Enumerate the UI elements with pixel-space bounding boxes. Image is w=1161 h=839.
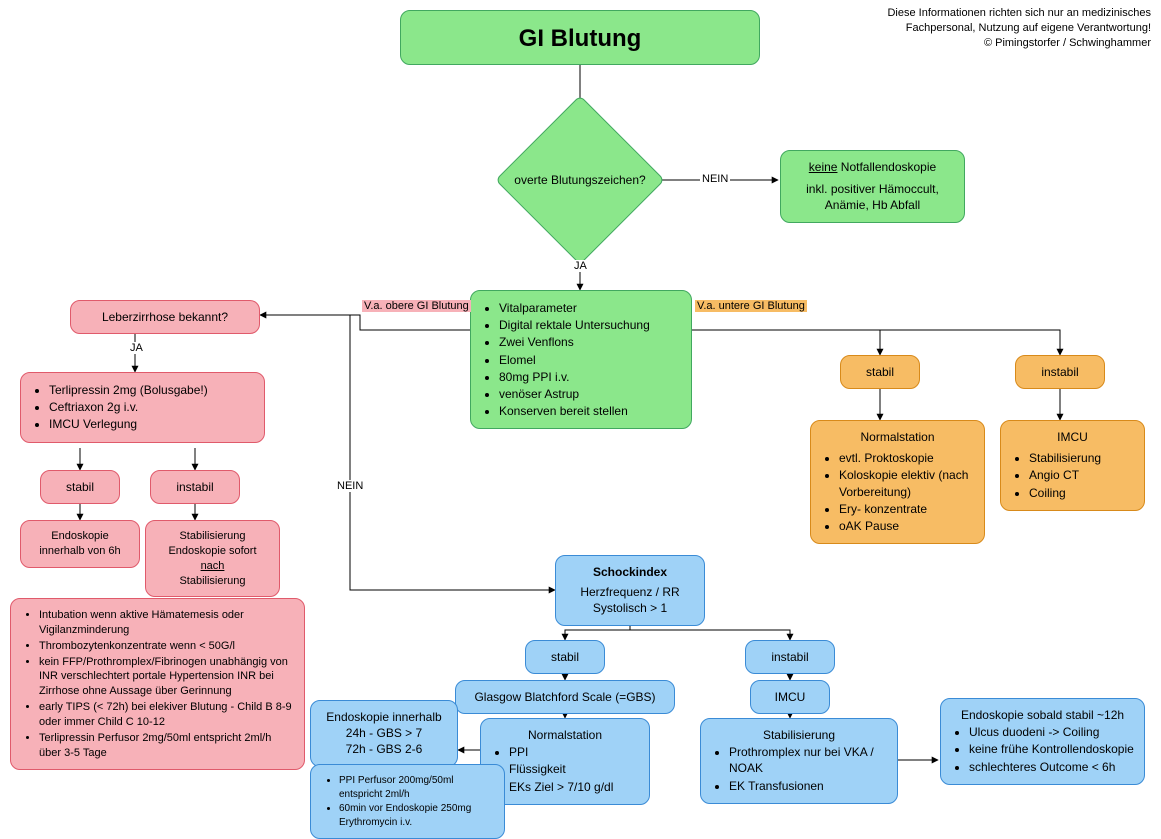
list-item: evtl. Proktoskopie: [839, 450, 974, 466]
node-endo-12h: Endoskopie sobald stabil ~12h Ulcus duod…: [940, 698, 1145, 785]
list-item: Ceftriaxon 2g i.v.: [49, 399, 254, 415]
list-item: EK Transfusionen: [729, 778, 887, 794]
text-line: Herzfrequenz / RR: [566, 584, 694, 600]
list-item: early TIPS (< 72h) bei elekiver Blutung …: [39, 700, 294, 730]
list-item: IMCU Verlegung: [49, 416, 254, 432]
list-item: Konserven bereit stellen: [499, 403, 681, 419]
list-item: EKs Ziel > 7/10 g/dl: [509, 779, 639, 795]
edge-label-liver-ja: JA: [128, 342, 145, 354]
list-item: Ulcus duodeni -> Coiling: [969, 724, 1134, 740]
text-line: 24h - GBS > 7: [321, 725, 447, 741]
node-lower-imcu: IMCU Stabilisierung Angio CT Coiling: [1000, 420, 1145, 511]
disclaimer-line: Diese Informationen richten sich nur an …: [887, 6, 1151, 21]
decision-label: overte Blutungszeichen?: [510, 173, 650, 187]
node-imcu: IMCU: [750, 680, 830, 714]
node-shock-index: Schockindex Herzfrequenz / RR Systolisch…: [555, 555, 705, 626]
node-heading: Normalstation: [491, 727, 639, 743]
edge-label-nein: NEIN: [700, 173, 730, 185]
node-heading: Endoskopie sobald stabil ~12h: [951, 707, 1134, 723]
list-item: Terlipressin 2mg (Bolusgabe!): [49, 382, 254, 398]
node-decision: overte Blutungszeichen?: [495, 95, 665, 265]
list-item: 80mg PPI i.v.: [499, 369, 681, 385]
list-item: Ery- konzentrate: [839, 501, 974, 517]
node-heading: IMCU: [1011, 429, 1134, 445]
list-item: Thrombozytenkonzentrate wenn < 50G/l: [39, 639, 294, 654]
text-line: Endoskopie innerhalb: [321, 709, 447, 725]
list-item: Elomel: [499, 352, 681, 368]
no-endo-rest: Notfallendoskopie: [837, 160, 936, 174]
list-item: schlechteres Outcome < 6h: [969, 759, 1134, 775]
list-item: kein FFP/Prothromplex/Fibrinogen unabhän…: [39, 655, 294, 700]
edge-label-upper: V.a. obere GI Blutung: [362, 300, 471, 312]
text-line: Stabilisierung: [156, 529, 269, 544]
list-item: 60min vor Endoskopie 250mg Erythromycin …: [339, 802, 494, 829]
node-title: GI Blutung: [400, 10, 760, 65]
list-item: Flüssigkeit: [509, 761, 639, 777]
text-line: Stabilisierung: [156, 574, 269, 589]
list-item: Intubation wenn aktive Hämatemesis oder …: [39, 608, 294, 638]
node-lower-unstable: instabil: [1015, 355, 1105, 389]
edge-label-lower: V.a. untere GI Blutung: [695, 300, 807, 312]
list-item: Digital rektale Untersuchung: [499, 317, 681, 333]
text-line: Systolisch > 1: [566, 600, 694, 616]
node-heading: Stabilisierung: [711, 727, 887, 743]
list-item: oAK Pause: [839, 518, 974, 534]
node-liver-stable: stabil: [40, 470, 120, 504]
node-lower-normal: Normalstation evtl. Proktoskopie Kolosko…: [810, 420, 985, 544]
node-blue-info: PPI Perfusor 200mg/50ml entspricht 2ml/h…: [310, 764, 505, 839]
node-heading: Normalstation: [821, 429, 974, 445]
node-gbs-timing: Endoskopie innerhalb 24h - GBS > 7 72h -…: [310, 700, 458, 767]
edge-label-ja: JA: [572, 260, 589, 272]
node-liver-info: Intubation wenn aktive Hämatemesis oder …: [10, 598, 305, 770]
node-shock-stable: stabil: [525, 640, 605, 674]
node-stabilize: Stabilisierung Prothromplex nur bei VKA …: [700, 718, 898, 804]
list-item: PPI Perfusor 200mg/50ml entspricht 2ml/h: [339, 774, 494, 801]
node-liver-unstable-outcome: Stabilisierung Endoskopie sofort nach St…: [145, 520, 280, 597]
list-item: PPI: [509, 744, 639, 760]
no-endo-sub: inkl. positiver Hämoccult, Anämie, Hb Ab…: [791, 181, 954, 213]
list-item: Terlipressin Perfusor 2mg/50ml entsprich…: [39, 731, 294, 761]
list-item: keine frühe Kontrollendoskopie: [969, 741, 1134, 757]
node-liver-question: Leberzirrhose bekannt?: [70, 300, 260, 334]
no-endo-keine: keine: [809, 160, 838, 174]
edge-label-liver-nein: NEIN: [335, 480, 365, 492]
node-gbs: Glasgow Blatchford Scale (=GBS): [455, 680, 675, 714]
node-liver-stable-outcome: Endoskopie innerhalb von 6h: [20, 520, 140, 568]
list-item: Stabilisierung: [1029, 450, 1134, 466]
node-initial-workup: Vitalparameter Digital rektale Untersuch…: [470, 290, 692, 429]
node-liver-unstable: instabil: [150, 470, 240, 504]
node-heading: Schockindex: [566, 564, 694, 580]
node-no-endoscopy: keine Notfallendoskopie inkl. positiver …: [780, 150, 965, 223]
list-item: Angio CT: [1029, 467, 1134, 483]
initial-list: Vitalparameter Digital rektale Untersuch…: [481, 300, 681, 419]
node-lower-stable: stabil: [840, 355, 920, 389]
list-item: venöser Astrup: [499, 386, 681, 402]
list-item: Zwei Venflons: [499, 334, 681, 350]
disclaimer-line: © Pimingstorfer / Schwinghammer: [887, 36, 1151, 51]
no-endo-title: keine Notfallendoskopie: [791, 159, 954, 175]
list-item: Koloskopie elektiv (nach Vorbereitung): [839, 467, 974, 499]
list-item: Vitalparameter: [499, 300, 681, 316]
disclaimer: Diese Informationen richten sich nur an …: [887, 6, 1151, 51]
text-line: Endoskopie sofort nach: [156, 544, 269, 574]
node-liver-treatment: Terlipressin 2mg (Bolusgabe!) Ceftriaxon…: [20, 372, 265, 443]
node-shock-unstable: instabil: [745, 640, 835, 674]
disclaimer-line: Fachpersonal, Nutzung auf eigene Verantw…: [887, 21, 1151, 36]
node-gbs-normal: Normalstation PPI Flüssigkeit EKs Ziel >…: [480, 718, 650, 805]
list-item: Coiling: [1029, 485, 1134, 501]
list-item: Prothromplex nur bei VKA / NOAK: [729, 744, 887, 776]
text-line: 72h - GBS 2-6: [321, 741, 447, 757]
